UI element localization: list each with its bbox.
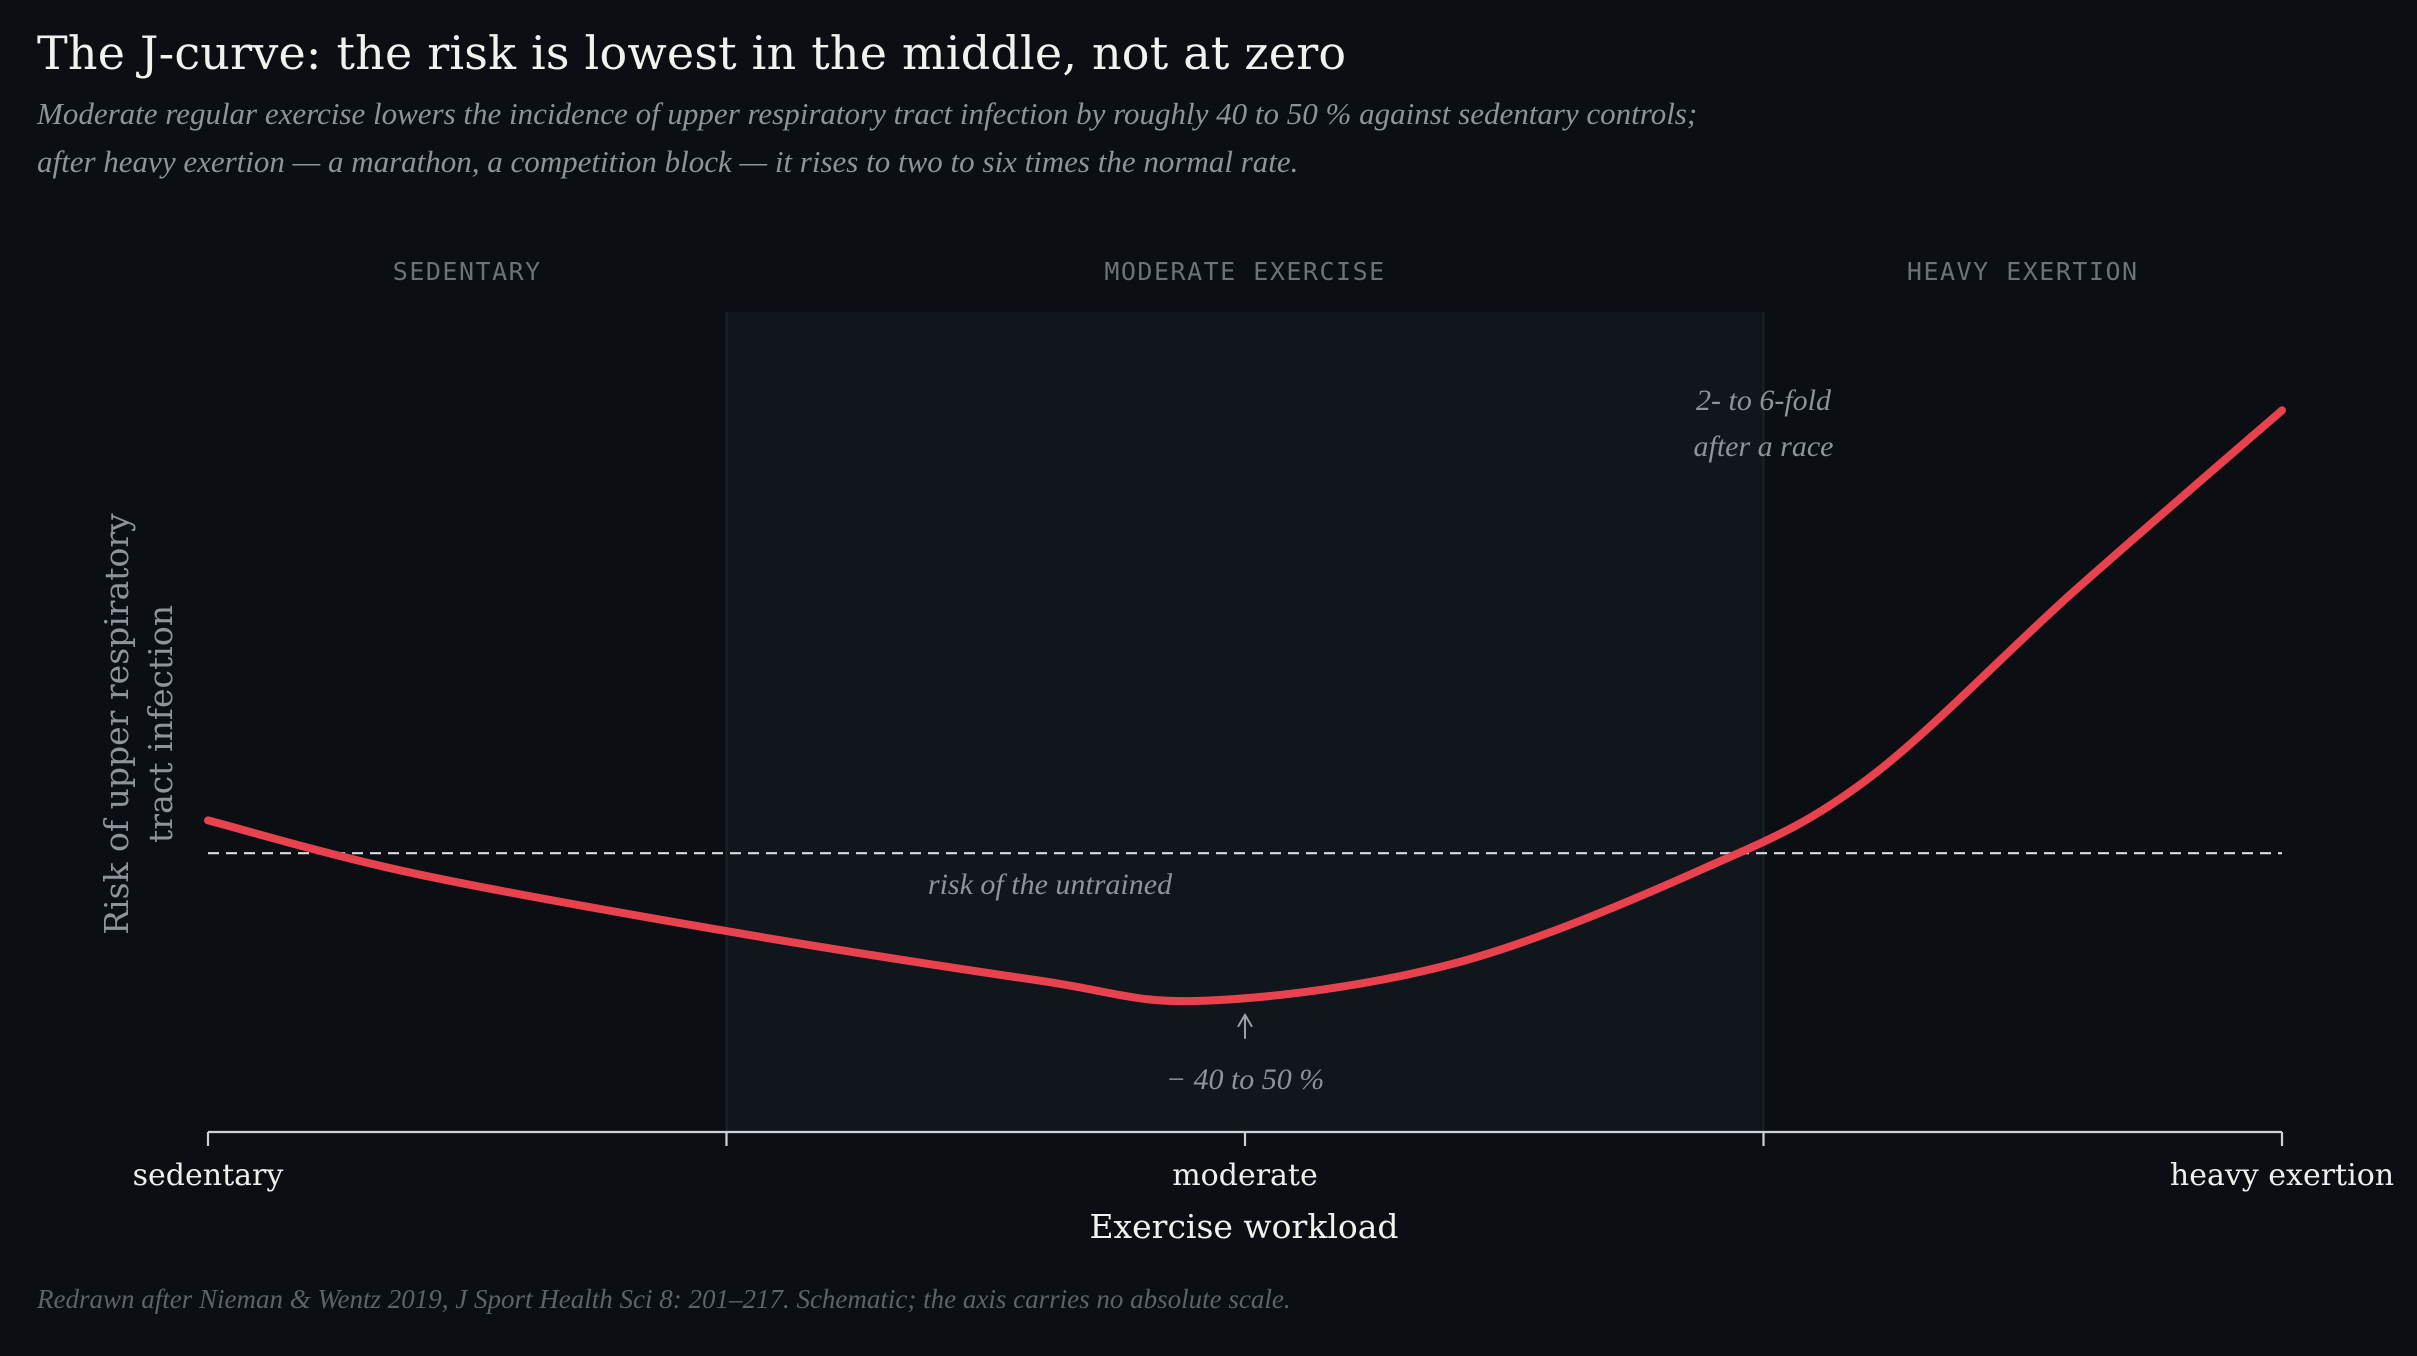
chart-title: The J-curve: the risk is lowest in the m… xyxy=(37,26,1347,80)
x-tick-label-2: heavy exertion xyxy=(2170,1158,2394,1193)
risk-curve xyxy=(204,406,2286,1006)
zones-layer: SEDENTARY MODERATE EXERCISE HEAVY EXERTION xyxy=(393,257,2139,1132)
y-axis-title-line-1: Risk of upper respiratory xyxy=(97,513,136,935)
subtitle-line-2: after heavy exertion — a marathon, a com… xyxy=(37,144,1299,179)
zone-label-1: MODERATE EXERCISE xyxy=(1104,257,1385,286)
curve-layer xyxy=(204,406,2286,1006)
zone-label-2: HEAVY EXERTION xyxy=(1907,257,2139,286)
source-note: Redrawn after Nieman & Wentz 2019, J Spo… xyxy=(37,1284,1291,1314)
x-axis: sedentary moderate heavy exertion xyxy=(133,1130,2394,1193)
x-axis-title: Exercise workload xyxy=(1089,1207,1398,1246)
chart-subtitle: Moderate regular exercise lowers the inc… xyxy=(37,90,1697,186)
zone-label-0: SEDENTARY xyxy=(393,257,542,286)
peak-annotation-line-2: after a race xyxy=(1694,430,1834,463)
baseline-layer: risk of the untrained xyxy=(208,852,2282,901)
x-tick-label-0: sedentary xyxy=(133,1158,284,1193)
peak-annotation-line-1: 2- to 6-fold xyxy=(1696,384,1832,417)
min-annotation: − 40 to 50 % xyxy=(1166,1063,1325,1096)
y-axis-title-line-2: tract infection xyxy=(141,605,180,843)
x-tick-label-1: moderate xyxy=(1172,1158,1318,1193)
min-arrow-head xyxy=(1237,1012,1253,1028)
zone-shade-1 xyxy=(726,312,1764,1132)
annotations-layer: − 40 to 50 % 2- to 6-fold after a race xyxy=(1166,384,1834,1096)
subtitle-line-1: Moderate regular exercise lowers the inc… xyxy=(37,96,1698,131)
baseline-label: risk of the untrained xyxy=(928,868,1173,901)
